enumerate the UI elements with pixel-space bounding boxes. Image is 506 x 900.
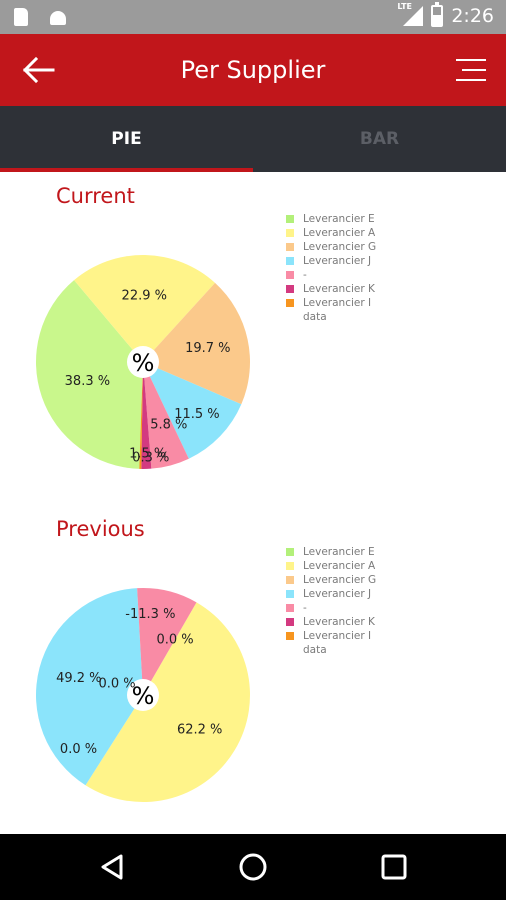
pie-slice-label-0: 38.3 % — [65, 374, 110, 389]
legend-item: Leverancier J — [286, 587, 376, 601]
tab-bar: PIE BAR — [0, 106, 506, 172]
pie-slice-2[interactable] — [143, 282, 250, 405]
pie-center-label: % — [132, 349, 155, 377]
android-debug-icon — [50, 11, 66, 25]
legend-label: - — [303, 269, 307, 281]
legend-swatch — [286, 257, 294, 265]
pie-slice-label-3: 11.5 % — [174, 407, 219, 422]
legend-swatch — [286, 604, 294, 612]
legend-previous: Leverancier E Leverancier A Leverancier G L… — [286, 545, 376, 657]
legend-swatch — [286, 229, 294, 237]
legend-item: Leverancier I — [286, 629, 376, 643]
pie-slice-0[interactable] — [36, 280, 143, 469]
pie-slice-3[interactable] — [36, 588, 144, 786]
legend-label: Leverancier K — [303, 616, 375, 628]
status-clock: 2:26 — [451, 5, 494, 27]
legend-label: Leverancier I — [303, 297, 372, 309]
legend-item: Leverancier G — [286, 240, 376, 254]
legend-label: Leverancier I — [303, 630, 372, 642]
page-title: Per Supplier — [180, 56, 326, 84]
pie-center-hole — [127, 679, 159, 711]
tab-pie[interactable]: PIE — [111, 129, 142, 149]
legend-label: Leverancier A — [303, 560, 376, 572]
chart-title-previous: Previous — [56, 517, 145, 541]
pie-center-hole — [127, 346, 159, 378]
pie-slice-4[interactable] — [137, 588, 197, 695]
signal-icon: LTE — [397, 2, 424, 28]
pie-slice-label-4: 5.8 % — [150, 417, 187, 432]
back-triangle-icon[interactable] — [97, 851, 129, 883]
pie-slice-label-6: 0.3 % — [132, 451, 169, 466]
arrow-left-icon[interactable] — [22, 56, 56, 84]
menu-icon[interactable] — [454, 56, 488, 84]
legend-swatch — [286, 271, 294, 279]
pie-slice-label-5: 1.5 % — [129, 447, 166, 462]
active-tab-indicator — [0, 168, 253, 172]
legend-label: Leverancier A — [303, 227, 376, 239]
pie-center-label: % — [132, 682, 155, 710]
legend-swatch — [286, 576, 294, 584]
recents-square-icon[interactable] — [378, 851, 410, 883]
legend-label: Leverancier K — [303, 283, 375, 295]
pie-slice-6[interactable] — [139, 362, 143, 469]
legend-item: Leverancier A — [286, 559, 376, 573]
legend-item: - — [286, 268, 376, 282]
legend-item: Leverancier A — [286, 226, 376, 240]
status-bar: LTE 2:26 — [0, 0, 506, 34]
pie-slice-3[interactable] — [143, 362, 242, 459]
pie-chart-current[interactable]: % 38.3 % 22.9 % 19.7 % 11.5 %5.8 % 1.5 %0.3 % — [36, 255, 250, 469]
legend-item: - — [286, 601, 376, 615]
pie-slice-label-4: -11.3 % — [125, 607, 175, 622]
legend-item: Leverancier I — [286, 296, 376, 310]
pie-slice-label-2: 0.0 % — [60, 742, 97, 757]
legend-current: Leverancier E Leverancier A Leverancier G L… — [286, 212, 376, 324]
legend-suffix-label: data — [303, 644, 327, 656]
legend-label: Leverancier J — [303, 255, 372, 267]
pie-slice-label-1: 22.9 % — [122, 289, 167, 304]
system-nav-bar — [0, 834, 506, 900]
legend-label: Leverancier E — [303, 546, 375, 558]
pie-slice-label-3: 49.2 % — [56, 671, 101, 686]
legend-suffix-label: data — [303, 311, 327, 323]
pie-slice-1[interactable] — [85, 602, 250, 802]
legend-swatch — [286, 243, 294, 251]
legend-label: Leverancier G — [303, 241, 377, 253]
chart-title-current: Current — [56, 184, 135, 208]
legend-swatch — [286, 632, 294, 640]
pie-slice-1[interactable] — [74, 255, 216, 362]
legend-item: Leverancier K — [286, 282, 376, 296]
legend-label: Leverancier E — [303, 213, 375, 225]
legend-swatch — [286, 618, 294, 626]
legend-swatch — [286, 562, 294, 570]
pie-slice-5[interactable] — [141, 362, 152, 469]
legend-swatch — [286, 590, 294, 598]
legend-swatch — [286, 299, 294, 307]
legend-label: Leverancier G — [303, 574, 377, 586]
battery-icon — [431, 2, 444, 27]
legend-label: Leverancier J — [303, 588, 372, 600]
tab-bar-chart[interactable]: BAR — [359, 129, 400, 149]
legend-item: Leverancier J — [286, 254, 376, 268]
pie-slice-4[interactable] — [143, 362, 189, 469]
pie-slice-label-5: 0.0 % — [157, 632, 194, 647]
legend-item: Leverancier E — [286, 212, 376, 226]
pie-slice-label-0: 0.0 % — [99, 676, 136, 691]
pie-chart-previous[interactable]: %0.0 %62.2 %0.0 %49.2 %-11.3 %0.0 % — [36, 588, 250, 802]
home-circle-icon[interactable] — [237, 851, 269, 883]
legend-item: Leverancier K — [286, 615, 376, 629]
legend-item: Leverancier G — [286, 573, 376, 587]
sd-card-icon — [14, 8, 28, 26]
legend-swatch — [286, 285, 294, 293]
legend-item: Leverancier E — [286, 545, 376, 559]
legend-label: - — [303, 602, 307, 614]
app-bar: Per Supplier — [0, 34, 506, 106]
pie-slice-label-1: 62.2 % — [177, 722, 222, 737]
pie-slice-label-2: 19.7 % — [185, 341, 230, 356]
legend-swatch — [286, 548, 294, 556]
legend-swatch — [286, 215, 294, 223]
